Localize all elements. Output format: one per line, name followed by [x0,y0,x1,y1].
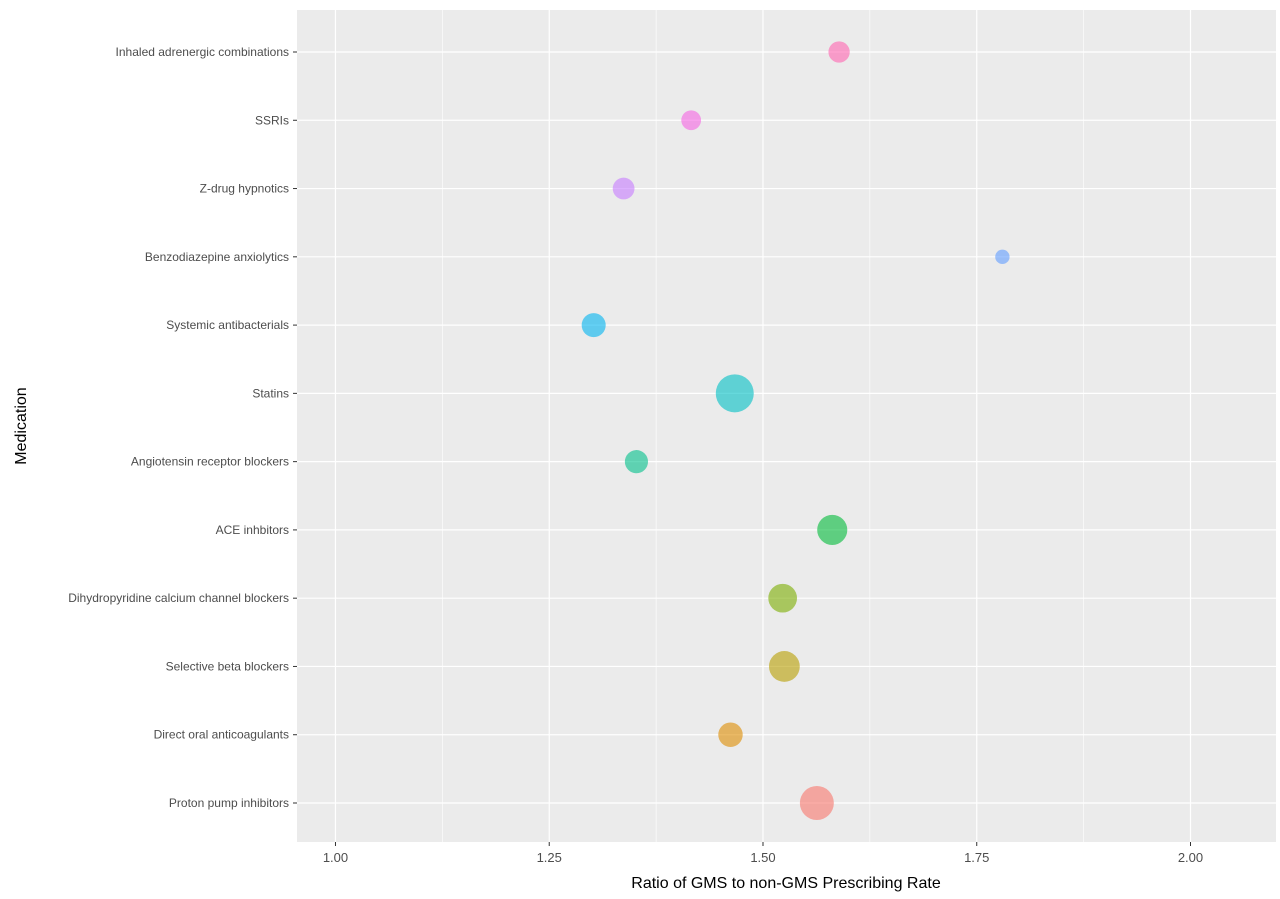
plot-panel [297,10,1276,842]
y-tick-label: Selective beta blockers [166,659,289,673]
y-axis-title: Medication [13,387,30,464]
points-layer [581,41,1010,820]
x-tick-label: 1.50 [750,850,775,865]
y-tick-label: Angiotensin receptor blockers [131,455,289,469]
x-axis: 1.00 1.25 1.50 1.75 2.00 [323,842,1203,865]
data-point [995,249,1010,264]
y-tick-label: Direct oral anticoagulants [154,728,289,742]
data-point [624,450,649,474]
x-tick-label: 1.00 [323,850,348,865]
data-point [718,722,743,747]
x-tick-label: 1.25 [537,850,562,865]
y-tick-label: ACE inhbitors [216,523,289,537]
data-point [768,651,800,682]
data-point [768,583,798,613]
y-tick-label: Z-drug hypnotics [200,182,289,196]
y-tick-label: Benzodiazepine anxiolytics [145,250,289,264]
data-point [817,514,848,545]
y-tick-label: Proton pump inhibitors [169,796,289,810]
x-tick-label: 2.00 [1178,850,1203,865]
x-axis-title: Ratio of GMS to non-GMS Prescribing Rate [631,875,941,892]
y-tick-label: Inhaled adrenergic combinations [116,45,289,59]
data-point [799,786,834,820]
grid-minor [442,10,1084,842]
x-tick-label: 1.75 [964,850,989,865]
y-tick-label: Dihydropyridine calcium channel blockers [68,591,289,605]
data-point [612,177,635,200]
y-tick-label: Statins [252,386,289,400]
data-point [681,110,702,131]
data-point [715,374,754,413]
data-point [828,41,850,63]
y-axis: Proton pump inhibitors Direct oral antico… [68,45,297,810]
y-tick-label: SSRIs [255,113,289,127]
y-tick-label: Systemic antibacterials [166,318,289,332]
data-point [581,313,606,338]
